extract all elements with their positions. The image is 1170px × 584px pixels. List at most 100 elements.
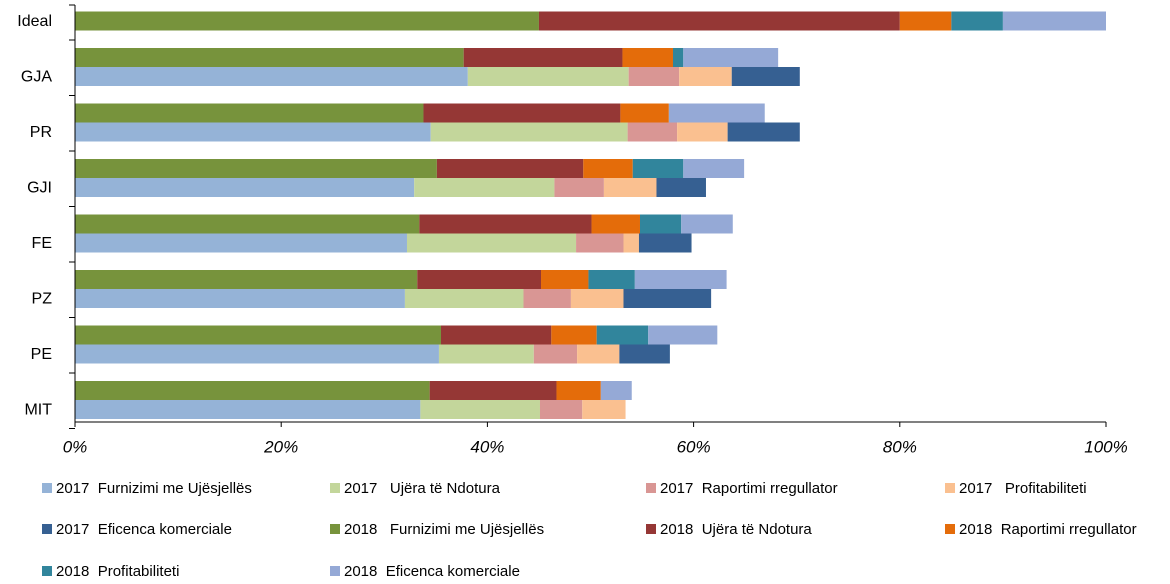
bar-segment [463, 48, 623, 67]
bar-segment [627, 122, 678, 142]
bar-segment [582, 400, 626, 419]
legend-swatch [42, 524, 52, 534]
y-tick-label: PZ [32, 291, 53, 308]
bar-segment [591, 214, 640, 234]
bar-segment [523, 289, 571, 308]
bar-segment [628, 67, 680, 86]
bar-segment [533, 344, 578, 364]
bar-segment [1002, 11, 1106, 31]
y-tick-label: MIT [24, 402, 52, 419]
bar-segment [75, 325, 442, 345]
bar-segment [583, 159, 633, 178]
y-tick-label: GJA [21, 69, 52, 86]
y-tick-label: Ideal [17, 13, 52, 30]
bar-segment [75, 159, 437, 178]
bar-segment [419, 214, 592, 234]
bar-segment [406, 233, 577, 253]
legend-label: 2017 Eficenca komerciale [56, 521, 232, 538]
legend-swatch [646, 483, 656, 493]
bar-segment [899, 11, 952, 31]
bar-segment [588, 270, 635, 289]
bar-segment [75, 178, 415, 197]
bar-segment [430, 122, 628, 142]
bar-segment [577, 344, 620, 364]
y-tick-label: FE [32, 235, 52, 252]
bar-segment [683, 159, 745, 178]
bar-segment [75, 67, 468, 86]
bar-segment [414, 178, 555, 197]
bar-segment [632, 159, 684, 178]
legend-swatch [945, 483, 955, 493]
x-tick-label: 60% [677, 437, 711, 456]
bar-segment [75, 11, 539, 31]
bar-segment [75, 400, 421, 419]
bar-segment [620, 103, 669, 123]
bar-segment [539, 400, 583, 419]
bar-segment [75, 233, 407, 253]
bar-segment [638, 233, 692, 253]
bar-segment [420, 400, 540, 419]
bar-segment [75, 122, 431, 142]
legend-label: 2017 Raportimi rregullator [660, 480, 838, 497]
bar-segment [681, 214, 733, 234]
bar-segment [731, 67, 800, 86]
bar-segment [75, 103, 424, 123]
x-tick-label: 40% [470, 437, 504, 456]
legend-label: 2018 Furnizimi me Ujësjellës [344, 521, 544, 538]
y-tick-label: GJI [27, 180, 52, 197]
bar-segment [622, 48, 673, 67]
bar-segment [623, 289, 712, 308]
bar-segment [436, 159, 584, 178]
bar-segment [75, 214, 420, 234]
legend-swatch [330, 483, 340, 493]
x-tick-label: 100% [1084, 437, 1127, 456]
bar-segment [556, 381, 601, 400]
y-tick-label: PE [31, 346, 52, 363]
legend-label: 2018 Ujëra të Ndotura [660, 521, 812, 538]
bar-segment [404, 289, 524, 308]
bar-segment [683, 48, 779, 67]
bar-segment [596, 325, 649, 345]
bar-segment [951, 11, 1003, 31]
bar-segment [600, 381, 632, 400]
bar-segment [429, 381, 557, 400]
legend-label: 2017 Profitabiliteti [959, 480, 1087, 497]
bar-segment [570, 289, 624, 308]
legend-swatch [330, 524, 340, 534]
x-tick-label: 0% [63, 437, 88, 456]
bar-segment [541, 270, 589, 289]
bar-segment [467, 67, 629, 86]
bar-segment [75, 344, 439, 364]
bar-segment [75, 381, 430, 400]
bar-segment [554, 178, 604, 197]
legend-swatch [42, 483, 52, 493]
x-tick-label: 80% [883, 437, 917, 456]
bar-segment [438, 344, 534, 364]
bar-segment [441, 325, 552, 345]
legend-swatch [945, 524, 955, 534]
y-tick-label: PR [30, 124, 52, 141]
bar-segment [75, 289, 405, 308]
bar-segment [679, 67, 732, 86]
bar-segment [417, 270, 542, 289]
legend-label: 2018 Profitabiliteti [56, 563, 179, 580]
bar-segment [423, 103, 621, 123]
legend-label: 2018 Eficenca komerciale [344, 563, 520, 580]
bar-segment [619, 344, 670, 364]
bar-segment [672, 48, 684, 67]
bar-segment [75, 270, 418, 289]
legend-swatch [646, 524, 656, 534]
x-tick-label: 20% [263, 437, 298, 456]
bar-segment [603, 178, 657, 197]
legend-label: 2018 Raportimi rregullator [959, 521, 1137, 538]
bar-segment [727, 122, 800, 142]
bar-segment [75, 48, 464, 67]
bar-segment [551, 325, 597, 345]
legend-label: 2017 Furnizimi me Ujësjellës [56, 480, 252, 497]
legend-label: 2017 Ujëra të Ndotura [344, 480, 501, 497]
bar-segment [656, 178, 706, 197]
legend-swatch [330, 566, 340, 576]
bar-segment [576, 233, 624, 253]
bar-segment [668, 103, 765, 123]
